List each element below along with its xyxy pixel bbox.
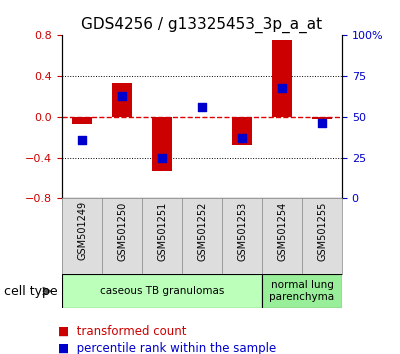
Text: normal lung
parenchyma: normal lung parenchyma [270, 280, 334, 302]
Text: GSM501252: GSM501252 [197, 201, 207, 261]
Title: GDS4256 / g13325453_3p_a_at: GDS4256 / g13325453_3p_a_at [82, 16, 322, 33]
Text: caseous TB granulomas: caseous TB granulomas [100, 286, 224, 296]
Text: cell type: cell type [4, 285, 58, 298]
Text: GSM501250: GSM501250 [117, 201, 127, 261]
Point [159, 155, 165, 160]
Text: GSM501253: GSM501253 [237, 201, 247, 261]
Point [239, 135, 245, 141]
Text: GSM501249: GSM501249 [77, 201, 87, 261]
Bar [272, 40, 292, 117]
Text: ■  transformed count: ■ transformed count [58, 325, 186, 337]
Point [119, 93, 125, 98]
Bar [152, 117, 172, 171]
Bar [312, 117, 332, 119]
Text: GSM501255: GSM501255 [317, 201, 327, 261]
FancyBboxPatch shape [262, 274, 342, 308]
FancyBboxPatch shape [62, 274, 262, 308]
Text: ■  percentile rank within the sample: ■ percentile rank within the sample [58, 342, 276, 354]
Bar [232, 117, 252, 145]
Point [199, 104, 205, 110]
Bar [112, 83, 132, 117]
Point [279, 85, 285, 90]
Text: GSM501254: GSM501254 [277, 201, 287, 261]
Point [319, 120, 325, 126]
Text: GSM501251: GSM501251 [157, 201, 167, 261]
Point [79, 137, 85, 142]
Bar [72, 117, 92, 124]
